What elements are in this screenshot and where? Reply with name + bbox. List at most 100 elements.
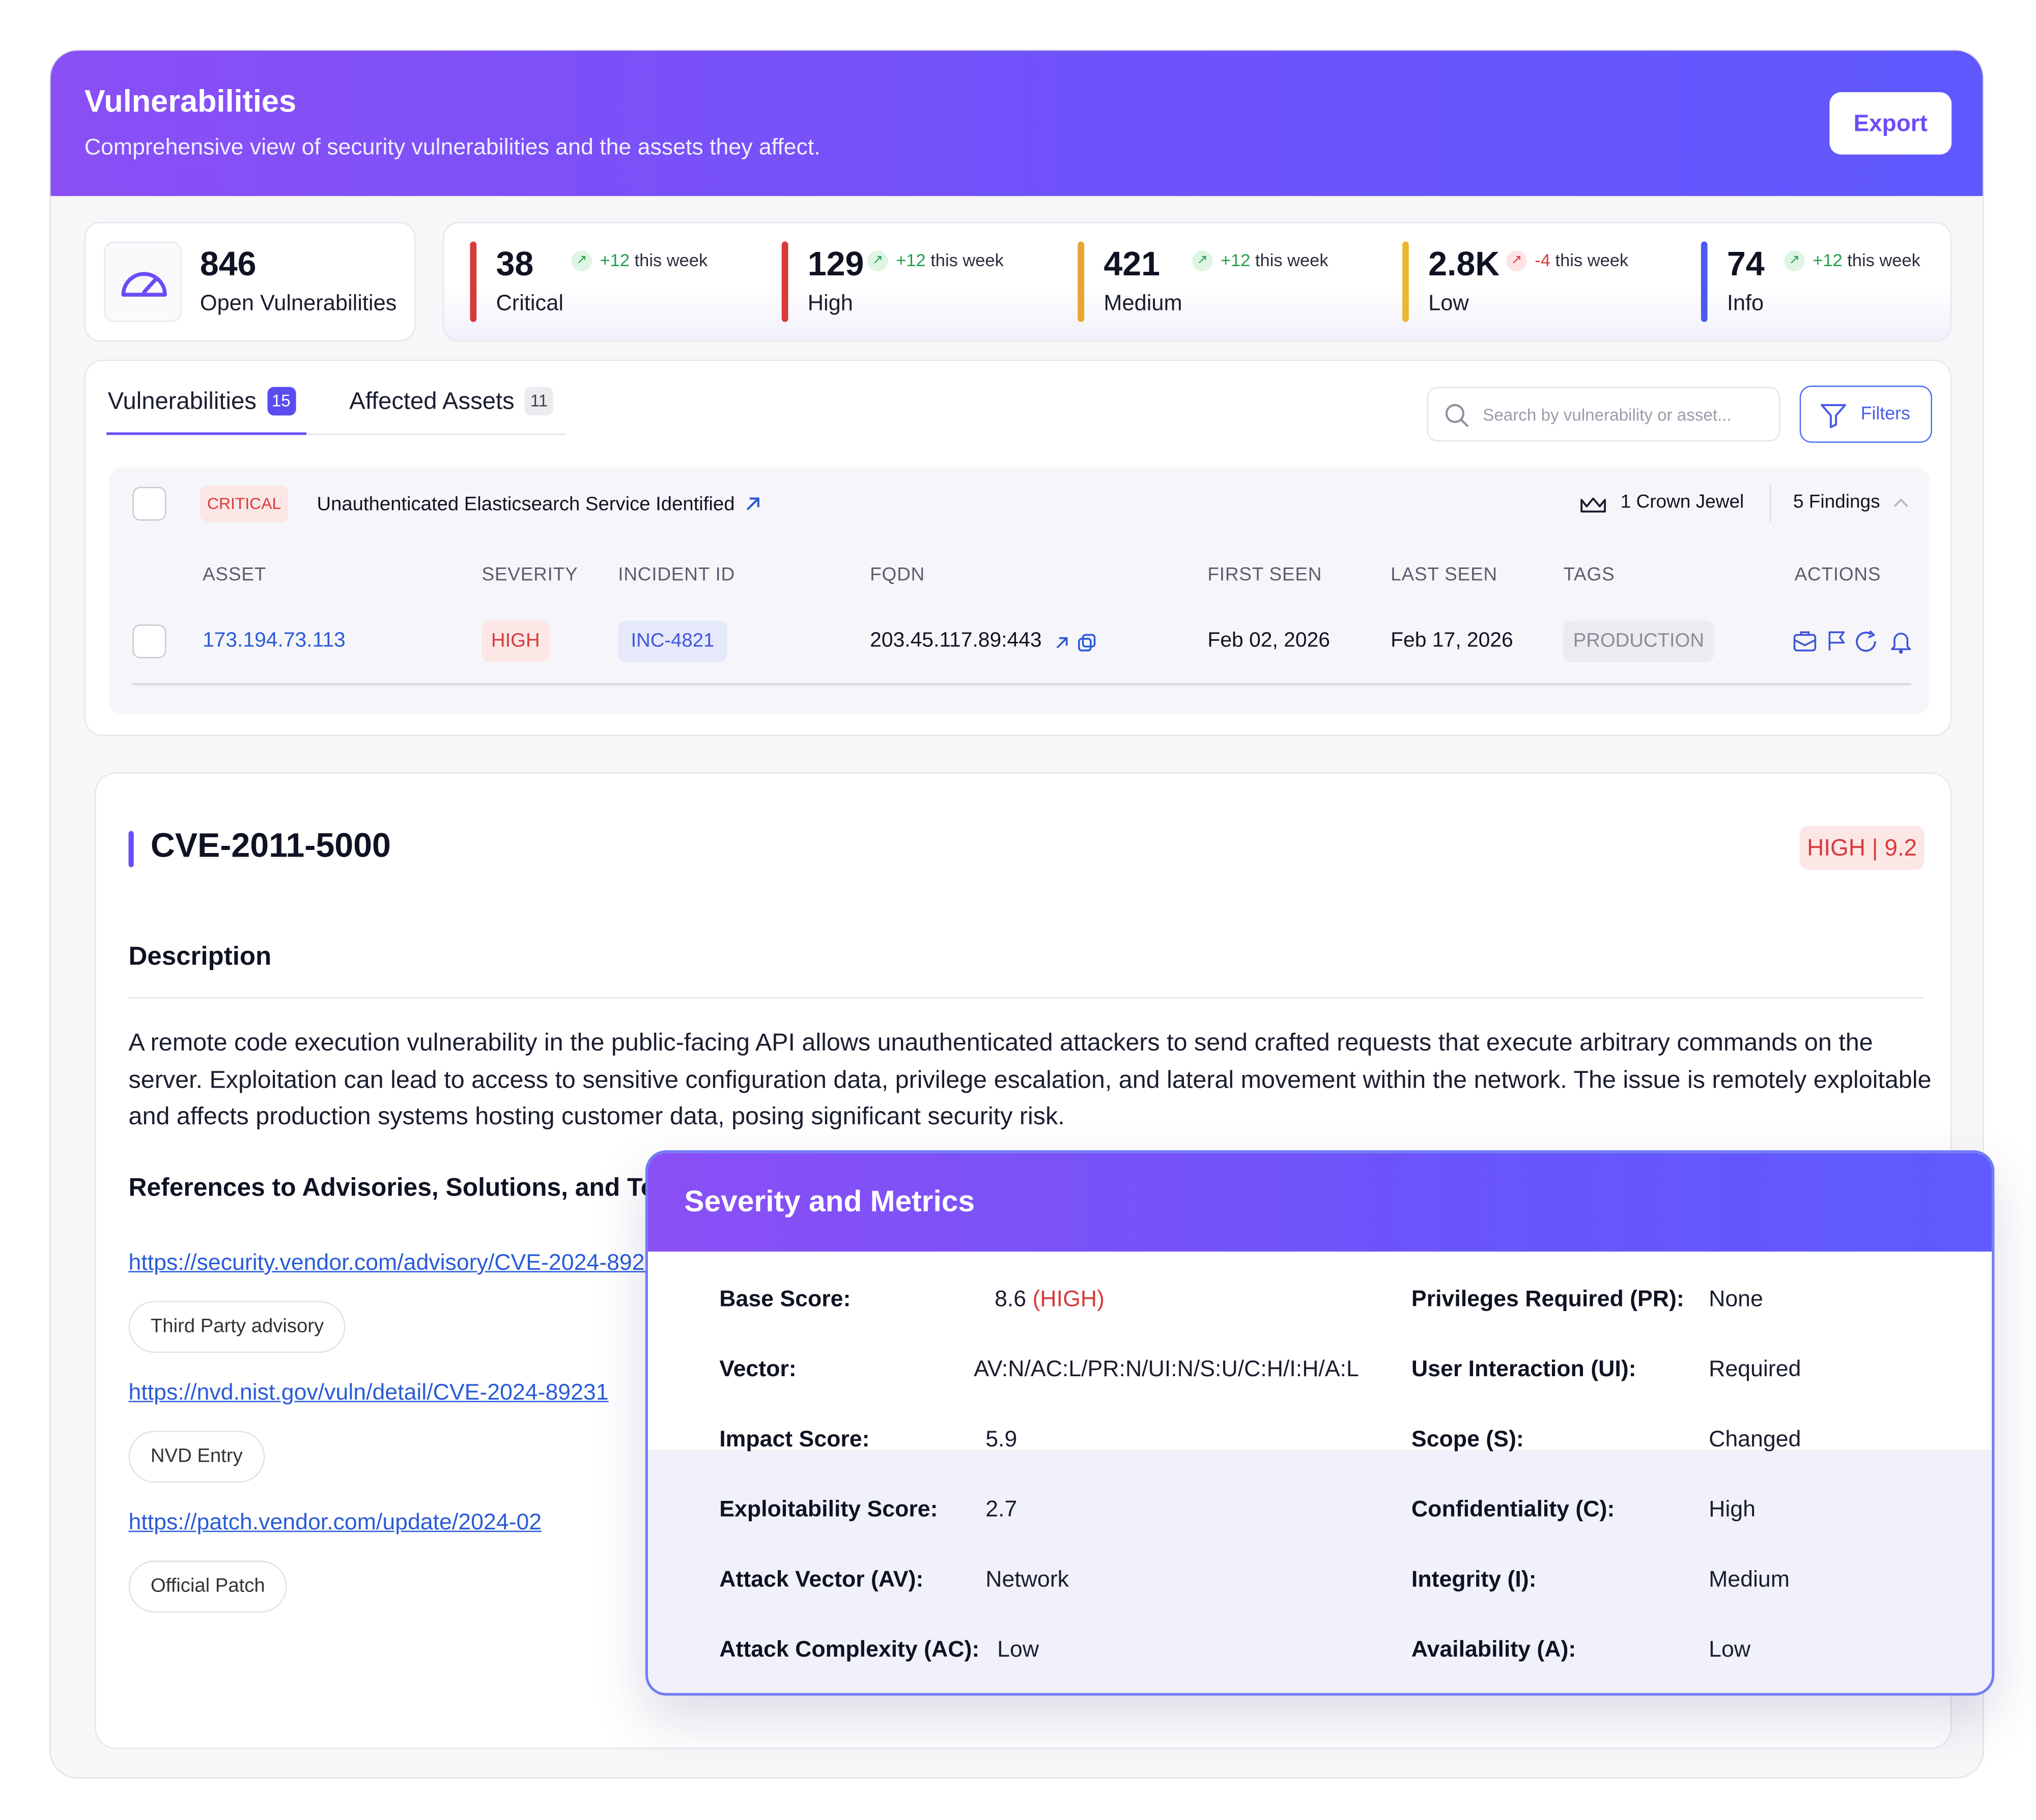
metrics-header: Severity and Metrics bbox=[647, 1153, 1992, 1252]
info-delta-suffix: this week bbox=[1847, 250, 1920, 270]
tab-vulnerabilities[interactable]: Vulnerabilities 15 bbox=[108, 387, 296, 416]
crown-jewel-count: 1 Crown Jewel bbox=[1620, 492, 1744, 513]
filter-icon bbox=[1821, 404, 1847, 429]
search-icon bbox=[1445, 404, 1468, 427]
info-delta-value: +12 bbox=[1813, 250, 1843, 270]
tab-divider bbox=[306, 434, 567, 435]
column-header-actions: ACTIONS bbox=[1794, 564, 1881, 586]
reference-tag: NVD Entry bbox=[128, 1431, 265, 1483]
metric-value: Low bbox=[997, 1636, 1039, 1662]
chevron-up-icon[interactable] bbox=[1892, 496, 1910, 509]
finding-checkbox[interactable] bbox=[132, 487, 166, 521]
metric-label: Scope (S): bbox=[1411, 1425, 1524, 1452]
metric-label: Base Score: bbox=[719, 1285, 851, 1312]
open-count: 846 bbox=[200, 244, 257, 283]
metric-value: AV:N/AC:L/PR:N/UI:N/S:U/C:H/I:H/A:L bbox=[974, 1355, 1359, 1382]
high-bar bbox=[781, 241, 788, 322]
trend-up-icon: ↗ bbox=[1784, 251, 1805, 272]
low-delta: ↗ -4 this week bbox=[1506, 250, 1628, 272]
copy-icon[interactable] bbox=[1077, 632, 1097, 653]
metric-value: 5.9 bbox=[985, 1425, 1017, 1452]
tab-affected-assets[interactable]: Affected Assets 11 bbox=[349, 387, 554, 416]
metric-label: User Interaction (UI): bbox=[1411, 1355, 1636, 1382]
metric-value: 2.7 bbox=[985, 1495, 1017, 1522]
gauge-icon bbox=[104, 241, 182, 322]
external-link-icon[interactable] bbox=[743, 493, 764, 514]
column-header-tags: TAGS bbox=[1563, 564, 1615, 586]
tag-badge: PRODUCTION bbox=[1563, 620, 1714, 663]
metrics-title: Severity and Metrics bbox=[684, 1184, 975, 1218]
metric-value: Medium bbox=[1709, 1566, 1790, 1592]
last-seen-value: Feb 17, 2026 bbox=[1391, 630, 1513, 652]
reference-tag: Third Party advisory bbox=[128, 1301, 346, 1353]
finding-severity-badge: CRITICAL bbox=[200, 486, 289, 522]
reference-link[interactable]: https://nvd.nist.gov/vuln/detail/CVE-202… bbox=[128, 1379, 609, 1405]
severity-metrics-popup: Severity and Metrics Base Score: 8.6 (HI… bbox=[645, 1150, 1995, 1696]
info-count: 74 bbox=[1727, 244, 1765, 283]
open-vulnerabilities-stat: 846 Open Vulnerabilities bbox=[84, 222, 416, 342]
cve-severity-label: HIGH bbox=[1807, 835, 1865, 861]
column-header-first-seen: FIRST SEEN bbox=[1207, 564, 1322, 586]
crown-icon bbox=[1580, 497, 1606, 513]
critical-bar bbox=[470, 241, 477, 322]
metric-value: Required bbox=[1709, 1355, 1801, 1382]
metric-label: Privileges Required (PR): bbox=[1411, 1285, 1684, 1312]
info-delta: ↗ +12 this week bbox=[1784, 250, 1920, 272]
metric-label: Attack Vector (AV): bbox=[719, 1566, 924, 1592]
finding-title[interactable]: Unauthenticated Elasticsearch Service Id… bbox=[317, 493, 735, 516]
search-box bbox=[1427, 387, 1780, 442]
vulnerabilities-card: Vulnerabilities Comprehensive view of se… bbox=[49, 49, 1984, 1779]
base-score-value: 8.6 bbox=[995, 1285, 1027, 1312]
medium-delta-value: +12 bbox=[1220, 250, 1251, 270]
base-score-rating: (HIGH) bbox=[1032, 1285, 1105, 1312]
metric-label: Vector: bbox=[719, 1355, 797, 1382]
trend-up-icon: ↗ bbox=[867, 251, 888, 272]
external-link-icon[interactable] bbox=[1053, 634, 1071, 652]
high-delta-suffix: this week bbox=[930, 250, 1004, 270]
reference-link[interactable]: https://security.vendor.com/advisory/CVE… bbox=[128, 1249, 670, 1275]
refresh-icon[interactable] bbox=[1854, 630, 1880, 653]
search-input[interactable] bbox=[1483, 388, 1769, 440]
filters-button[interactable]: Filters bbox=[1799, 385, 1932, 443]
incident-id-badge[interactable]: INC-4821 bbox=[618, 620, 727, 663]
critical-delta: ↗ +12 this week bbox=[571, 250, 708, 272]
trend-up-icon: ↗ bbox=[571, 251, 592, 272]
page-subtitle: Comprehensive view of security vulnerabi… bbox=[84, 133, 821, 160]
medium-bar bbox=[1078, 241, 1085, 322]
medium-count: 421 bbox=[1104, 244, 1161, 283]
severity-summary: 38 Critical ↗ +12 this week 129 High ↗ +12… bbox=[442, 222, 1952, 342]
row-severity-badge: HIGH bbox=[482, 620, 550, 663]
flag-icon[interactable] bbox=[1826, 630, 1849, 653]
findings-count[interactable]: 5 Findings bbox=[1793, 492, 1880, 513]
description-text: A remote code execution vulnerability in… bbox=[128, 1029, 1932, 1131]
critical-label: Critical bbox=[496, 291, 564, 316]
asset-link[interactable]: 173.194.73.113 bbox=[202, 630, 346, 652]
column-header-severity: SEVERITY bbox=[482, 564, 578, 586]
fqdn-value: 203.45.117.89:443 bbox=[870, 630, 1042, 652]
medium-delta-suffix: this week bbox=[1255, 250, 1328, 270]
low-delta-value: -4 bbox=[1535, 250, 1550, 270]
metric-value: Low bbox=[1709, 1636, 1751, 1662]
medium-label: Medium bbox=[1104, 291, 1182, 316]
metric-value: Changed bbox=[1709, 1425, 1801, 1452]
low-label: Low bbox=[1428, 291, 1469, 316]
tab-affected-assets-label: Affected Assets bbox=[349, 387, 515, 414]
metric-value: Network bbox=[985, 1566, 1069, 1592]
reference-link[interactable]: https://patch.vendor.com/update/2024-02 bbox=[128, 1509, 542, 1535]
bell-icon[interactable] bbox=[1888, 629, 1914, 655]
ticket-icon[interactable] bbox=[1792, 630, 1818, 653]
metric-label: Impact Score: bbox=[719, 1425, 870, 1452]
metric-label: Attack Complexity (AC): bbox=[719, 1636, 980, 1662]
page-title: Vulnerabilities bbox=[84, 84, 297, 120]
metric-value: High bbox=[1709, 1495, 1756, 1522]
open-label: Open Vulnerabilities bbox=[200, 291, 397, 316]
critical-delta-suffix: this week bbox=[634, 250, 708, 270]
row-checkbox[interactable] bbox=[132, 624, 166, 659]
references-heading: References to Advisories, Solutions, and… bbox=[128, 1174, 693, 1203]
export-button[interactable]: Export bbox=[1829, 92, 1952, 155]
metric-label: Availability (A): bbox=[1411, 1636, 1576, 1662]
column-header-incident-id: INCIDENT ID bbox=[618, 564, 735, 586]
low-count: 2.8K bbox=[1428, 244, 1500, 283]
critical-delta-value: +12 bbox=[600, 250, 630, 270]
